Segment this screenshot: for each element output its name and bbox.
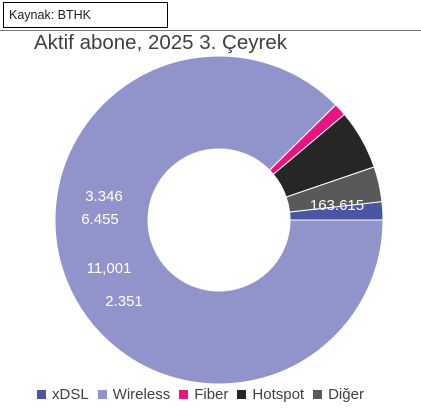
legend-label-fiber: Fiber xyxy=(194,385,229,403)
slice-wireless xyxy=(54,55,384,385)
data-label-xdsl: 3.346 xyxy=(85,188,123,205)
source-label: Kaynak: BTHK xyxy=(3,2,168,28)
data-label-wireless: 163.615 xyxy=(310,197,364,214)
legend-label-xdsl: xDSL xyxy=(52,385,89,403)
chart-legend: xDSL Wireless Fiber Hotspot Diğer xyxy=(37,384,373,404)
top-divider xyxy=(0,30,421,31)
legend-item-fiber: Fiber xyxy=(179,386,228,403)
legend-item-xdsl: xDSL xyxy=(37,386,89,403)
legend-label-wireless: Wireless xyxy=(112,385,171,403)
legend-label-diger: Diğer xyxy=(328,385,364,403)
legend-item-hotspot: Hotspot xyxy=(237,386,304,403)
legend-swatch-diger xyxy=(313,389,323,399)
legend-swatch-xdsl xyxy=(37,389,46,399)
data-label-diger: 6.455 xyxy=(81,211,119,228)
legend-swatch-hotspot xyxy=(237,389,247,399)
chart-title: Aktif abone, 2025 3. Çeyrek xyxy=(34,31,287,54)
legend-item-diger: Diğer xyxy=(313,386,364,403)
data-label-fiber: 2.351 xyxy=(105,293,143,310)
data-label-hotspot: 11,001 xyxy=(87,260,132,277)
legend-label-hotspot: Hotspot xyxy=(252,385,305,403)
legend-swatch-fiber xyxy=(179,389,189,399)
legend-swatch-wireless xyxy=(97,389,107,399)
legend-item-wireless: Wireless xyxy=(97,385,171,403)
